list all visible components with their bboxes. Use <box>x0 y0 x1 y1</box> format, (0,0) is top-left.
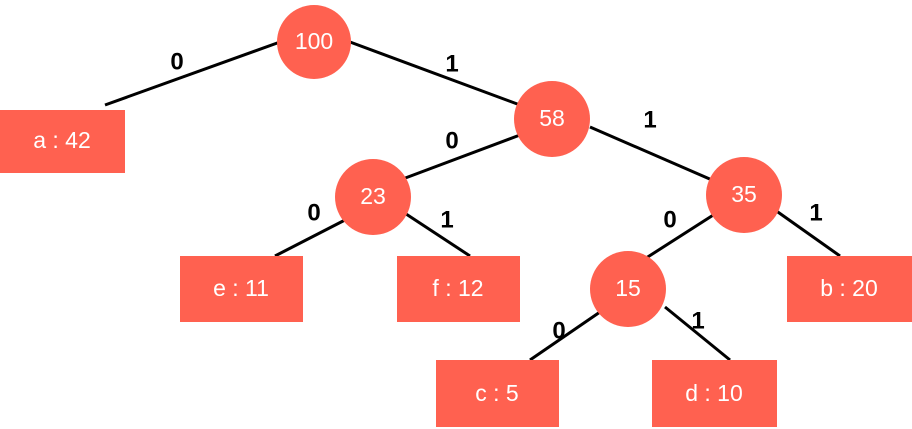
leaf-e: e : 11 <box>180 256 303 322</box>
leaf-b-box <box>787 256 912 322</box>
node-15-circle <box>590 251 666 327</box>
node-100-label: 100 <box>295 28 333 54</box>
edge-label-100-a: 0 <box>170 48 183 75</box>
edge-label-35-15: 0 <box>663 206 676 233</box>
edge-35-15 <box>642 210 719 262</box>
leaf-d-box <box>652 360 777 427</box>
leaf-a: a : 42 <box>0 110 125 173</box>
leaf-f: f : 12 <box>397 256 520 322</box>
leaf-b-label: b : 20 <box>820 275 878 301</box>
node-35: 35 <box>706 157 782 233</box>
leaf-a-box <box>0 110 125 173</box>
node-23: 23 <box>335 159 411 235</box>
edge-23-e <box>274 218 346 258</box>
leaf-c-label: c : 5 <box>475 380 518 406</box>
node-35-label: 35 <box>731 181 757 207</box>
edge-100-58 <box>349 40 521 107</box>
leaf-d: d : 10 <box>652 360 777 427</box>
node-23-circle <box>335 159 411 235</box>
edge-35-b <box>774 208 841 258</box>
node-15-label: 15 <box>615 275 641 301</box>
edge-58-35 <box>589 125 713 182</box>
edge-label-15-d: 1 <box>691 307 704 334</box>
edge-label-15-c: 0 <box>552 317 565 344</box>
node-23-label: 23 <box>360 183 386 209</box>
leaf-e-label: e : 11 <box>213 275 269 301</box>
edge-58-23 <box>399 133 521 182</box>
edge-label-23-e: 0 <box>307 199 320 226</box>
edge-label-35-b: 1 <box>809 199 822 226</box>
edge-100-a <box>104 40 281 107</box>
edge-label-23-f: 1 <box>440 206 453 233</box>
edge-label-58-23: 0 <box>445 127 458 154</box>
node-100-circle <box>277 5 351 79</box>
leaf-b: b : 20 <box>787 256 912 322</box>
node-15: 15 <box>590 251 666 327</box>
leaf-f-label: f : 12 <box>432 275 483 301</box>
edge-23-f <box>399 208 471 258</box>
leaf-f-box <box>397 256 520 322</box>
node-58-label: 58 <box>539 105 565 131</box>
leaf-e-box <box>180 256 303 322</box>
edge-label-100-58: 1 <box>445 50 458 77</box>
node-58: 58 <box>514 81 590 157</box>
node-100: 100 <box>277 5 351 79</box>
node-35-circle <box>706 157 782 233</box>
node-58-circle <box>514 81 590 157</box>
leaf-d-label: d : 10 <box>685 380 743 406</box>
leaf-a-label: a : 42 <box>33 127 91 153</box>
edge-label-58-35: 1 <box>643 106 656 133</box>
edge-15-c <box>529 310 601 362</box>
edge-15-d <box>664 305 731 362</box>
leaf-c-box <box>436 360 559 427</box>
leaf-c: c : 5 <box>436 360 559 427</box>
